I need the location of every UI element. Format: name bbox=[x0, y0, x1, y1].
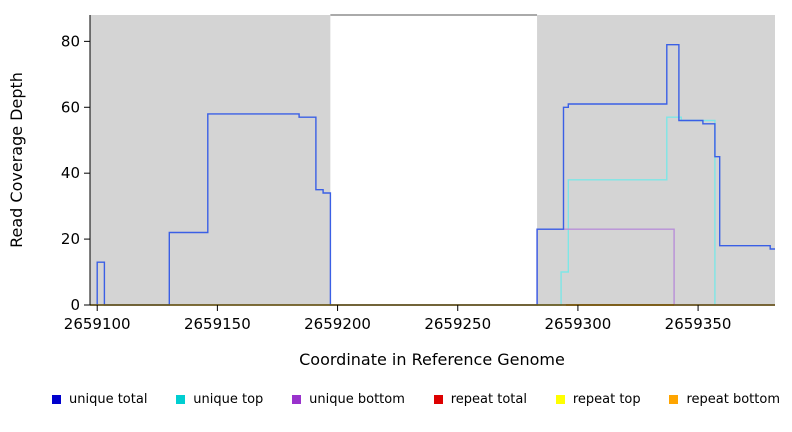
legend-item-unique-top: unique top bbox=[176, 392, 263, 407]
legend-swatch-unique-top bbox=[176, 395, 186, 404]
x-axis-label: Coordinate in Reference Genome bbox=[299, 350, 565, 369]
legend-item-unique-total: unique total bbox=[52, 392, 147, 407]
legend-label-repeat-bottom: repeat bottom bbox=[686, 392, 780, 407]
legend-label-unique-top: unique top bbox=[193, 392, 264, 407]
svg-text:80: 80 bbox=[61, 32, 80, 50]
legend: unique total unique top unique bottom re… bbox=[0, 378, 792, 407]
legend-item-repeat-top: repeat top bbox=[555, 392, 641, 407]
legend-swatch-unique-total bbox=[52, 395, 61, 404]
legend-swatch-repeat-total bbox=[433, 395, 443, 404]
svg-text:2659150: 2659150 bbox=[184, 315, 251, 333]
svg-text:2659300: 2659300 bbox=[545, 315, 612, 333]
svg-text:0: 0 bbox=[70, 296, 80, 314]
y-axis-label: Read Coverage Depth bbox=[7, 72, 26, 248]
svg-text:20: 20 bbox=[61, 230, 80, 248]
legend-swatch-unique-bottom bbox=[292, 395, 302, 404]
legend-swatch-repeat-top bbox=[555, 395, 565, 404]
legend-item-repeat-bottom: repeat bottom bbox=[669, 392, 780, 407]
legend-swatch-repeat-bottom bbox=[669, 395, 679, 404]
svg-text:2659250: 2659250 bbox=[424, 315, 491, 333]
legend-label-unique-bottom: unique bottom bbox=[309, 392, 405, 407]
svg-text:2659200: 2659200 bbox=[304, 315, 371, 333]
legend-label-repeat-top: repeat top bbox=[572, 392, 641, 407]
chart-layers: 0 20 40 60 80 2659100 2659150 2659200 2659250 265… bbox=[61, 14, 775, 333]
legend-label-unique-total: unique total bbox=[69, 392, 148, 407]
legend-item-unique-bottom: unique bottom bbox=[292, 392, 405, 407]
svg-text:40: 40 bbox=[61, 164, 80, 182]
svg-text:60: 60 bbox=[61, 98, 80, 116]
coverage-chart-svg: 0 20 40 60 80 2659100 2659150 2659200 2659250 265… bbox=[7, 14, 775, 369]
legend-label-repeat-total: repeat total bbox=[450, 392, 527, 407]
svg-text:2659100: 2659100 bbox=[64, 315, 131, 333]
svg-text:2659350: 2659350 bbox=[665, 315, 732, 333]
legend-item-repeat-total: repeat total bbox=[433, 392, 527, 407]
